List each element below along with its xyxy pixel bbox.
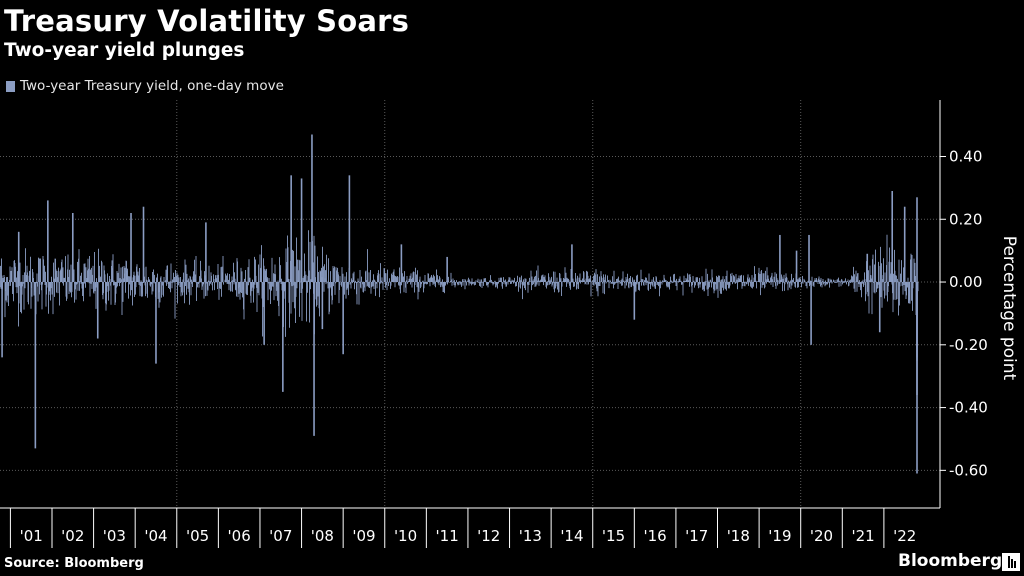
x-tick-label: '08 (311, 527, 334, 545)
legend-label: Two-year Treasury yield, one-day move (20, 78, 284, 94)
y-tick-label: -0.40 (949, 399, 988, 417)
y-tick-label: 0.00 (949, 273, 982, 291)
legend: Two-year Treasury yield, one-day move (6, 78, 284, 94)
x-tick-label: '19 (768, 527, 791, 545)
x-tick-label: '05 (186, 527, 209, 545)
x-tick-label: '07 (269, 527, 292, 545)
x-tick-label: '18 (727, 527, 750, 545)
x-tick-label: '09 (352, 527, 375, 545)
x-tick-label: '01 (20, 527, 43, 545)
x-tick-label: '22 (893, 527, 916, 545)
x-tick-label: '16 (644, 527, 667, 545)
x-tick-label: '20 (810, 527, 833, 545)
y-tick-label: -0.60 (949, 461, 988, 479)
x-tick-label: '17 (685, 527, 708, 545)
x-tick-label: '10 (394, 527, 417, 545)
y-tick-label: 0.20 (949, 210, 982, 228)
chart-title: Treasury Volatility Soars (4, 4, 410, 38)
axes: 0.40 0.20 0.00 -0.20 -0.40 -0.60 '01 '02 '03 '04 '… (0, 100, 988, 548)
source-note: Source: Bloomberg (4, 556, 144, 571)
chart-subtitle: Two-year yield plunges (4, 40, 245, 61)
x-tick-label: '11 (436, 527, 459, 545)
x-tick-label: '12 (477, 527, 500, 545)
x-tick-label: '14 (560, 527, 583, 545)
gridlines (0, 100, 940, 508)
x-tick-label: '04 (144, 527, 167, 545)
y-tick-label: 0.40 (949, 147, 982, 165)
x-tick-label: '21 (851, 527, 874, 545)
x-tick-label: '03 (103, 527, 126, 545)
y-axis-label: Percentage point (999, 236, 1019, 381)
x-tick-label: '15 (602, 527, 625, 545)
x-tick-label: '02 (61, 527, 84, 545)
x-tick-label: '06 (228, 527, 251, 545)
data-bars (0, 134, 919, 474)
legend-swatch (6, 80, 15, 92)
brand-logo-text: Bloomberg (898, 551, 1003, 571)
x-tick-label: '13 (519, 527, 542, 545)
y-tick-label: -0.20 (949, 336, 988, 354)
bloomberg-logo-icon (1002, 553, 1020, 571)
